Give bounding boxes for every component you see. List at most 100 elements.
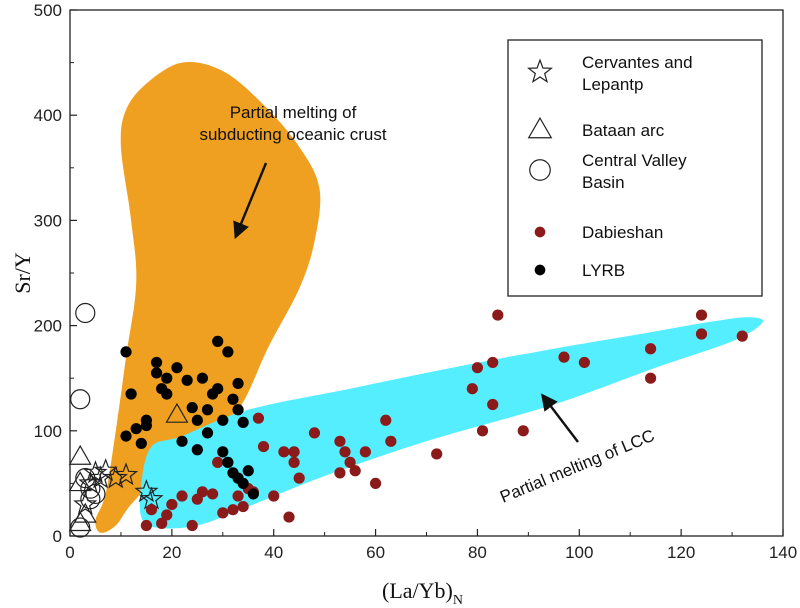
data-point-dabieshan [140, 519, 152, 532]
series-dabieshan [140, 309, 748, 532]
legend-marker-bataan-arc [527, 116, 553, 139]
x-axis-title-subscript: N [453, 593, 463, 608]
data-point-dabieshan [578, 356, 590, 369]
data-point-dabieshan [339, 446, 351, 458]
data-point-dabieshan [237, 500, 249, 513]
data-point-dabieshan [217, 507, 229, 519]
data-point-lyrb [135, 437, 147, 450]
data-point-lyrb [161, 372, 173, 384]
data-point-central-valley-basin [75, 302, 96, 324]
legend-label-lyrb: LYRB [582, 261, 625, 280]
data-point-dabieshan [385, 435, 397, 447]
series-central-valley-basin [70, 302, 106, 538]
x-tick-label: 40 [264, 543, 283, 562]
data-point-bataan-arc [165, 402, 189, 423]
legend-marker-lyrb [534, 264, 546, 276]
data-point-lyrb [212, 335, 224, 347]
data-point-dabieshan [380, 414, 392, 426]
data-point-lyrb [196, 372, 209, 384]
data-point-dabieshan [196, 486, 209, 498]
data-point-dabieshan [334, 435, 346, 447]
legend-item-dabieshan: Dabieshan [534, 223, 663, 242]
legend-marker-central-valley-basin [529, 159, 551, 181]
data-point-dabieshan [166, 498, 178, 511]
data-point-lyrb [150, 356, 163, 369]
x-tick-label: 140 [769, 543, 797, 562]
x-tick-label: 60 [366, 543, 385, 562]
data-point-lyrb [130, 423, 142, 435]
data-point-central-valley-basin [70, 389, 91, 410]
data-point-dabieshan [207, 488, 219, 500]
data-point-dabieshan [334, 467, 346, 479]
data-point-central-valley-basin [85, 483, 106, 505]
data-point-lyrb [161, 388, 173, 400]
x-tick-label: 80 [468, 543, 487, 562]
data-point-dabieshan [283, 511, 295, 523]
data-point-dabieshan [369, 477, 382, 489]
data-point-dabieshan [156, 517, 168, 529]
annotation-lcc: Partial melting of LCC [497, 426, 657, 507]
data-point-dabieshan [278, 446, 290, 458]
data-point-dabieshan [212, 456, 224, 468]
arrow-lcc [540, 393, 579, 443]
data-point-cervantes-and-lepantp [103, 465, 128, 489]
legend-label-dabieshan: Dabieshan [582, 223, 663, 242]
data-point-lyrb [232, 377, 244, 390]
data-point-dabieshan [736, 330, 748, 342]
data-point-dabieshan [644, 372, 657, 384]
legend-item-cervantes-and-lepantp: Cervantes and Lepantp [527, 53, 693, 94]
y-tick-label: 400 [34, 106, 62, 125]
data-point-dabieshan [695, 328, 708, 340]
data-point-dabieshan [232, 490, 244, 502]
data-point-lyrb [242, 465, 254, 477]
legend-label-cervantes-and-lepantp: Cervantes and Lepantp [582, 53, 693, 94]
data-point-lyrb [176, 435, 188, 447]
data-point-dabieshan [558, 351, 570, 363]
data-point-central-valley-basin [75, 468, 96, 489]
data-point-lyrb [222, 456, 234, 468]
y-tick-label: 100 [34, 422, 62, 441]
data-point-cervantes-and-lepantp [113, 462, 139, 486]
data-point-lyrb [201, 427, 214, 439]
legend-item-lyrb: LYRB [534, 261, 625, 280]
data-point-central-valley-basin [80, 489, 101, 510]
series-bataan-arc [68, 402, 189, 532]
data-point-dabieshan [145, 504, 158, 516]
series-lyrb [120, 335, 259, 500]
data-point-dabieshan [252, 412, 265, 424]
data-point-lyrb [227, 393, 239, 405]
data-point-cervantes-and-lepantp [134, 479, 159, 503]
legend-item-bataan-arc: Bataan arc [527, 116, 665, 140]
data-point-dabieshan [227, 504, 239, 516]
y-axis-title: Sr/Y [10, 252, 35, 294]
x-tick-label: 0 [65, 543, 74, 562]
data-point-dabieshan [176, 490, 188, 502]
data-point-lyrb [247, 488, 259, 500]
data-point-dabieshan [431, 448, 443, 460]
data-point-lyrb [237, 477, 249, 489]
data-point-dabieshan [288, 456, 300, 468]
legend-marker-dabieshan [534, 226, 546, 238]
data-point-lyrb [150, 367, 163, 379]
data-point-dabieshan [186, 519, 198, 532]
data-point-central-valley-basin [80, 478, 101, 499]
data-point-dabieshan [268, 490, 280, 502]
data-point-dabieshan [161, 509, 173, 521]
data-point-lyrb [237, 416, 249, 428]
data-point-bataan-arc [68, 444, 92, 465]
legend: Cervantes and Lepantp Bataan arc Central Va… [507, 39, 763, 297]
data-point-dabieshan [487, 356, 499, 369]
data-point-dabieshan [471, 362, 484, 374]
data-point-dabieshan [492, 309, 504, 321]
points-layer [68, 302, 748, 538]
data-point-dabieshan [344, 456, 356, 468]
data-point-dabieshan [359, 446, 371, 458]
data-point-dabieshan [466, 383, 478, 395]
data-point-bataan-arc [68, 511, 92, 532]
x-tick-label: 100 [565, 543, 593, 562]
legend-item-central-valley-basin: Central Valley Basin [529, 151, 687, 192]
data-point-dabieshan [476, 425, 489, 437]
arrow-subducting-crust [233, 162, 268, 240]
annotation-subducting-crust: Partial melting of subducting oceanic cru… [199, 103, 386, 144]
